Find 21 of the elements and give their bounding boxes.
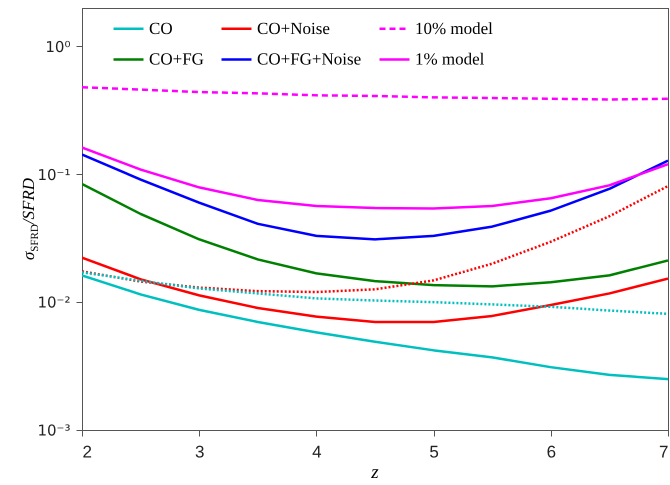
x-tick-label: 6	[546, 442, 556, 462]
line-series	[82, 274, 668, 380]
y-tick-label: 10⁻¹	[37, 166, 70, 184]
legend-label: 10% model	[415, 18, 494, 38]
line-series	[82, 86, 668, 101]
x-axis-title: z	[370, 462, 380, 483]
legend-label: CO+FG	[149, 50, 204, 68]
legend-label: 1% model	[415, 50, 485, 68]
x-tick-label: 2	[82, 442, 92, 462]
line-series	[82, 146, 668, 210]
x-tick-label: 5	[429, 442, 439, 462]
legend-label: CO	[149, 18, 173, 38]
x-tick-label: 3	[194, 442, 204, 462]
x-tick-label: 7	[659, 442, 668, 462]
y-tick-label: 10⁻³	[37, 422, 70, 440]
x-tick-label: 4	[312, 442, 322, 462]
y-tick-label: 10⁰	[45, 38, 70, 56]
line-series	[82, 153, 668, 241]
legend-label: CO+Noise	[257, 18, 330, 38]
y-tick-label: 10⁻²	[37, 294, 70, 312]
legend-label: CO+FG+Noise	[257, 50, 362, 68]
